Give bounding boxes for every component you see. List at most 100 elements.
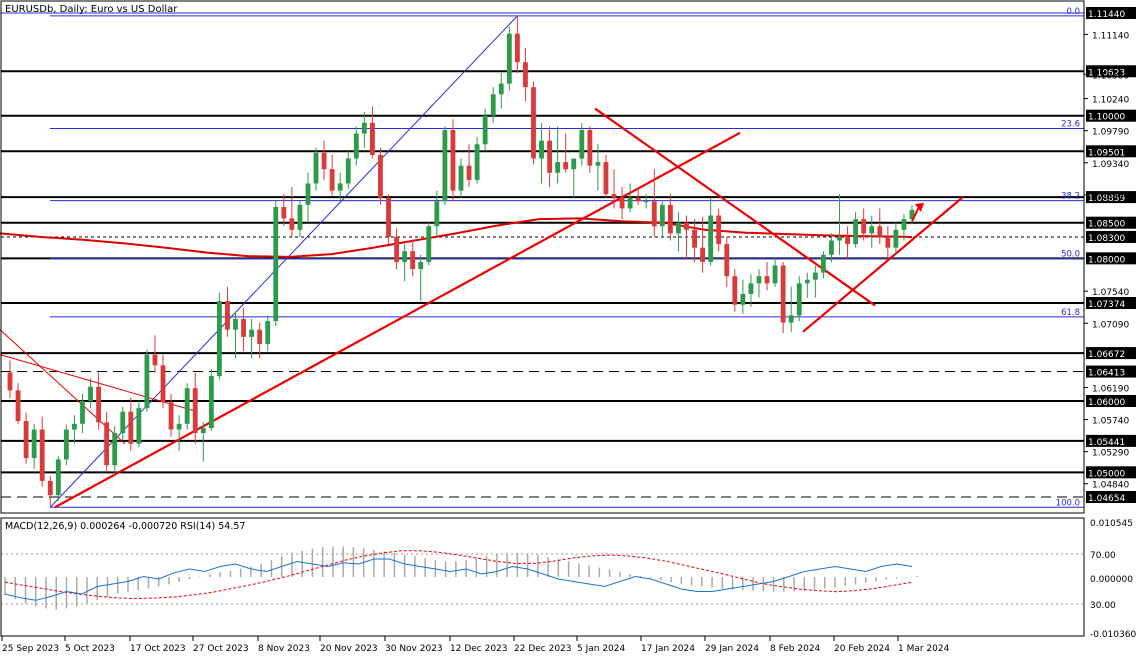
candle-body [716, 215, 722, 245]
fib-level-label: 38.2 [1061, 192, 1080, 202]
candle-body [128, 411, 134, 444]
fib-level-label: 0.0 [1066, 7, 1080, 17]
indicator-y-label: 0.000000 [1090, 575, 1133, 585]
candle-body [369, 122, 375, 155]
candle-body [378, 154, 383, 198]
level-price-label: 1.05000 [1088, 469, 1125, 479]
level-price-box [1086, 466, 1136, 479]
candle-body [39, 429, 45, 481]
candle-body [450, 129, 456, 191]
level-price-box [1086, 347, 1136, 360]
candle-body [506, 33, 512, 84]
indicator-y-label: 30.00 [1090, 601, 1116, 611]
level-price-box [1086, 394, 1136, 407]
candle-body [708, 215, 714, 262]
candle-body [15, 390, 21, 421]
candle-body [909, 209, 915, 220]
fib-anchor-line [49, 15, 518, 508]
level-price-label: 1.07374 [1088, 300, 1125, 310]
x-tick-label: 5 Oct 2023 [65, 644, 115, 654]
level-price-label: 1.08500 [1088, 220, 1125, 230]
candle-body [804, 279, 810, 284]
y-tick-label: 1.09340 [1092, 160, 1129, 170]
candle-body [152, 354, 158, 366]
candle-body [434, 201, 440, 227]
candle-body [394, 236, 399, 262]
candle-body [732, 276, 738, 305]
candle-body [216, 301, 222, 377]
candle-body [47, 480, 53, 496]
candle-body [756, 276, 762, 284]
candle-body [651, 201, 657, 227]
candle-body [498, 83, 504, 95]
level-price-box [1086, 216, 1136, 229]
level-price-label: 1.11440 [1088, 10, 1125, 20]
candle-body [7, 372, 13, 391]
fib-level-label: 100.0 [1056, 498, 1080, 508]
level-price-label: 1.09501 [1088, 148, 1125, 158]
candle-body [321, 152, 327, 170]
candle-body [80, 400, 85, 424]
candle-body [176, 423, 182, 430]
candle-body [233, 318, 238, 330]
uptrend-line [54, 131, 741, 509]
candle-body [539, 140, 544, 159]
level-price-label: 1.08859 [1088, 194, 1125, 204]
candle-body [361, 122, 367, 134]
y-tick-label: 1.05740 [1092, 417, 1129, 427]
candle-body [136, 408, 142, 444]
x-tick-label: 17 Oct 2023 [130, 644, 186, 654]
main-pane-border [0, 0, 1085, 514]
y-tick-label: 1.05290 [1092, 449, 1129, 459]
candle-body [748, 283, 754, 295]
support-line [802, 196, 964, 333]
level-price-box [1086, 145, 1136, 158]
candle-body [740, 294, 746, 305]
candle-body [635, 197, 641, 202]
candle-body [313, 152, 319, 184]
x-tick-label: 5 Jan 2024 [577, 644, 625, 654]
candle-body [410, 251, 416, 270]
level-price-label: 1.10000 [1088, 113, 1125, 123]
level-price-box [1086, 297, 1136, 310]
candle-body [257, 329, 263, 344]
candle-body [531, 87, 536, 159]
candle-body [563, 162, 569, 170]
level-price-box [1086, 230, 1136, 243]
level-price-box [1086, 191, 1136, 204]
candle-body [442, 129, 448, 202]
level-price-box [1086, 7, 1136, 19]
candle-body [345, 158, 351, 184]
candle-body [241, 318, 246, 337]
candle-body [764, 276, 770, 284]
candle-body [700, 247, 706, 262]
candle-body [418, 261, 424, 270]
candle-body [595, 162, 601, 166]
candle-body [796, 283, 802, 316]
candle-body [812, 272, 818, 280]
candle-body [587, 129, 593, 166]
y-tick-label: 1.09790 [1092, 128, 1129, 138]
candle-body [901, 219, 907, 230]
candle-body [31, 429, 37, 459]
x-tick-label: 1 Mar 2024 [898, 644, 950, 654]
candle-body [63, 429, 69, 460]
candle-body [72, 423, 77, 430]
y-tick-label: 1.11140 [1092, 31, 1129, 41]
y-tick-label: 1.08890 [1092, 192, 1129, 202]
level-price-label: 1.08000 [1088, 255, 1125, 265]
level-price-label: 1.06000 [1088, 398, 1125, 408]
candle-body [208, 376, 214, 429]
level-price-box [1086, 252, 1136, 265]
x-tick-label: 8 Nov 2023 [258, 644, 310, 654]
level-price-label: 1.08300 [1088, 234, 1125, 244]
candle-body [426, 226, 432, 262]
x-tick-label: 25 Sep 2023 [2, 644, 59, 654]
candle-body [160, 365, 166, 403]
candle-body [305, 183, 311, 205]
x-tick-label: 20 Nov 2023 [320, 644, 378, 654]
level-price-box [1086, 365, 1136, 378]
candle-body [684, 222, 689, 230]
x-tick-label: 20 Feb 2024 [834, 644, 890, 654]
candle-body [120, 411, 126, 434]
